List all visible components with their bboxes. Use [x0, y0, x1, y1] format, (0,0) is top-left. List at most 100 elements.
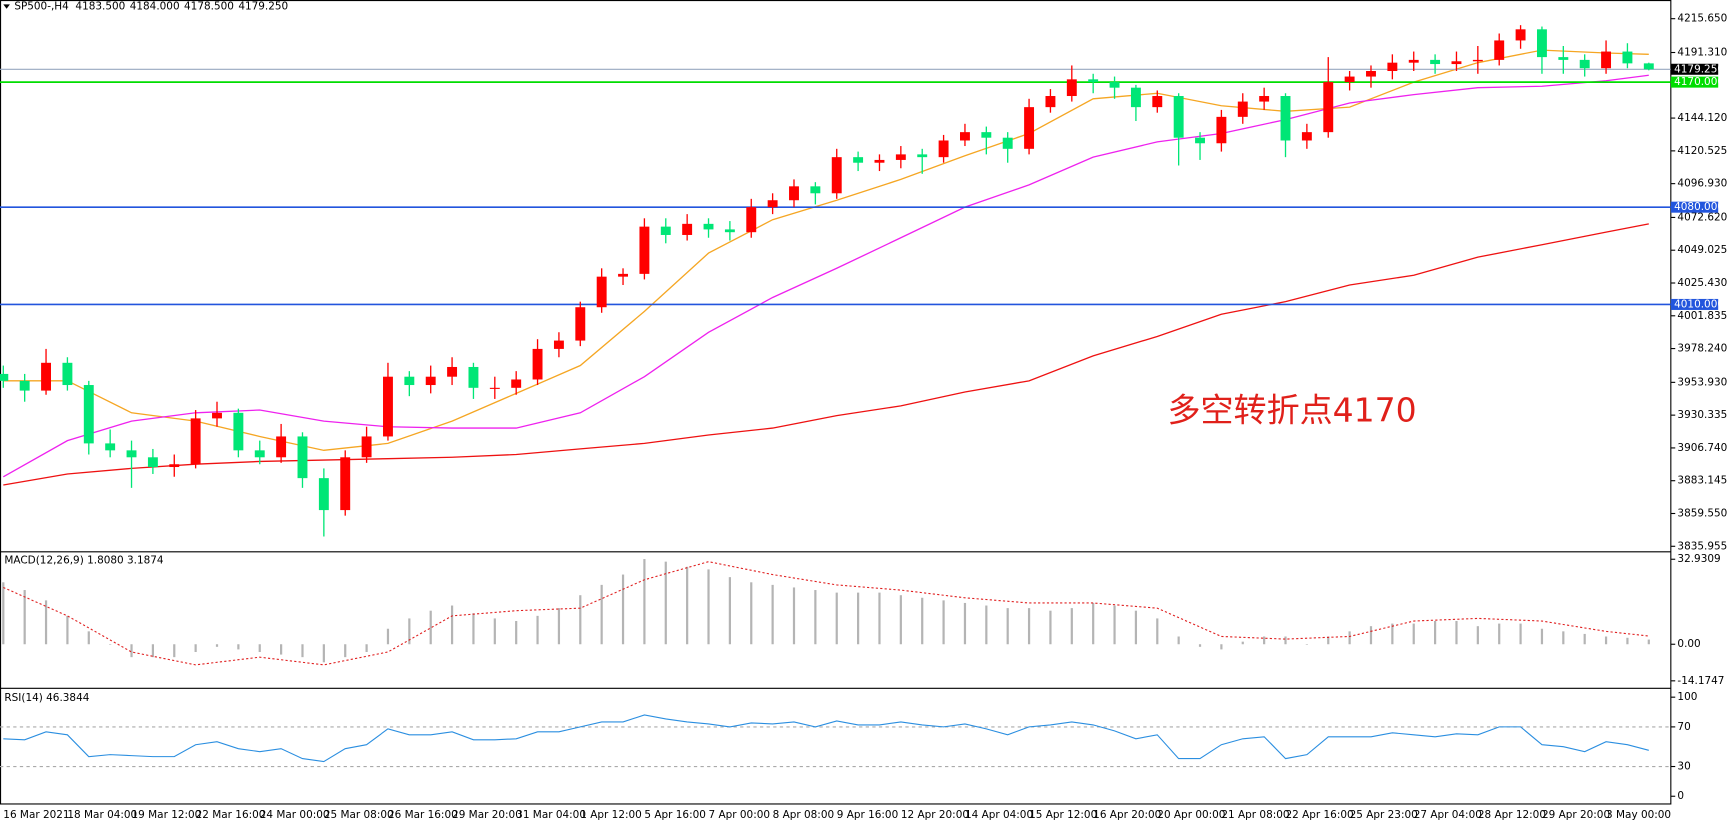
- candle-body: [1366, 71, 1376, 77]
- x-tick-label: 16 Apr 20:00: [1093, 809, 1161, 821]
- candle-body: [1622, 51, 1633, 64]
- x-tick-label: 22 Apr 16:00: [1286, 809, 1354, 821]
- macd-bar: [1305, 644, 1308, 645]
- price-label-box: [1670, 63, 1719, 75]
- candle-body: [618, 273, 628, 277]
- candle-body: [831, 157, 842, 194]
- header-value: 4178.500: [184, 1, 234, 13]
- macd-bar: [130, 644, 133, 658]
- x-tick-label: 26 Mar 16:00: [388, 809, 458, 821]
- header-value: 4183.500: [75, 1, 125, 13]
- price-label: 4179.250: [1674, 63, 1724, 75]
- macd-bar: [408, 618, 411, 645]
- macd-bar: [1220, 644, 1223, 650]
- y-tick-label: 3906.740: [1677, 442, 1727, 454]
- candle-body: [1130, 87, 1141, 108]
- y-tick-label: 3883.145: [1677, 475, 1727, 487]
- candle-body: [1387, 62, 1398, 72]
- candle-body: [383, 376, 393, 437]
- candle-body: [126, 450, 137, 458]
- level-label: 4170.000: [1674, 76, 1724, 88]
- macd-bar: [2, 582, 5, 645]
- candle-body: [1323, 82, 1334, 133]
- macd-bar: [87, 631, 90, 645]
- macd-bar: [686, 566, 689, 645]
- candle-body: [682, 223, 693, 235]
- y-tick-label: 4191.310: [1677, 47, 1727, 59]
- candle-body: [703, 223, 714, 230]
- candle-body: [447, 366, 458, 377]
- header-value: 4184.000: [130, 1, 180, 13]
- macd-bar: [515, 621, 518, 645]
- macd-bar: [472, 613, 475, 645]
- candle-body: [746, 207, 757, 233]
- candle-body: [960, 132, 970, 141]
- candle-body: [789, 186, 799, 201]
- level-label-box: [1670, 76, 1719, 88]
- y-tick-label: -14.1747: [1677, 675, 1724, 687]
- candle-body: [1002, 137, 1013, 149]
- macd-bar: [301, 644, 304, 658]
- candle-body: [254, 450, 265, 458]
- macd-bar: [921, 597, 924, 645]
- macd-bar: [536, 615, 539, 645]
- candle-body: [1280, 96, 1291, 141]
- header-value: 4179.250: [238, 1, 288, 13]
- macd-bar: [643, 559, 646, 645]
- candle-body: [1579, 59, 1590, 69]
- macd-bar: [1092, 602, 1095, 645]
- x-tick-label: 12 Apr 20:00: [901, 809, 969, 821]
- candle-body: [1066, 79, 1077, 97]
- x-tick-label: 29 Apr 20:00: [1542, 809, 1610, 821]
- macd-bar: [1455, 621, 1458, 645]
- candle-body: [1109, 82, 1120, 88]
- macd-bar: [1604, 636, 1608, 645]
- candle-body: [318, 478, 329, 511]
- candle-body: [767, 200, 778, 208]
- candle-body: [105, 443, 116, 451]
- macd-bar: [386, 628, 390, 645]
- candle-body: [1344, 76, 1355, 83]
- candle-body: [1643, 63, 1654, 70]
- macd-bar: [365, 644, 368, 652]
- macd-bar: [215, 644, 219, 647]
- plot-frame: [0, 0, 1672, 805]
- candle-body: [1173, 96, 1184, 138]
- macd-bar: [1327, 636, 1330, 645]
- macd-label: MACD(12,26,9) 1.8080 3.1874: [4, 555, 164, 567]
- menu-arrow: [3, 4, 10, 9]
- candle-body: [1451, 61, 1462, 65]
- macd-bar: [814, 590, 817, 645]
- candle-body: [83, 385, 94, 444]
- macd-bar: [44, 600, 48, 645]
- macd-bar: [1412, 623, 1415, 645]
- moving-average: [2, 74, 1649, 478]
- x-tick-label: 16 Mar 2021: [3, 809, 69, 821]
- candle-body: [297, 436, 308, 479]
- candle-body: [1088, 79, 1099, 83]
- candle-body: [575, 307, 586, 341]
- candle-body: [404, 376, 415, 386]
- macd-bar: [963, 602, 967, 645]
- macd-bar: [664, 561, 667, 645]
- candle-body: [340, 457, 351, 511]
- candle-body: [938, 140, 949, 158]
- candle-body: [1558, 57, 1569, 60]
- x-tick-label: 3 May 00:00: [1606, 809, 1671, 821]
- candle-body: [917, 154, 928, 158]
- y-tick-label: 3930.335: [1677, 409, 1727, 421]
- rsi-label: RSI(14) 46.3844: [4, 692, 89, 704]
- candle-body: [212, 412, 222, 419]
- candle-body: [981, 132, 992, 138]
- candle-body: [233, 412, 244, 451]
- macd-bar: [322, 644, 325, 663]
- macd-bar: [878, 592, 881, 645]
- x-tick-label: 15 Apr 12:00: [1029, 809, 1097, 821]
- x-tick-label: 28 Apr 12:00: [1478, 809, 1546, 821]
- macd-bar: [728, 577, 731, 645]
- candle-body: [874, 159, 885, 163]
- level-label-box: [1670, 201, 1719, 213]
- y-tick-label: 0.00: [1677, 638, 1700, 650]
- macd-bar: [1284, 636, 1287, 645]
- macd-bar: [1369, 626, 1373, 645]
